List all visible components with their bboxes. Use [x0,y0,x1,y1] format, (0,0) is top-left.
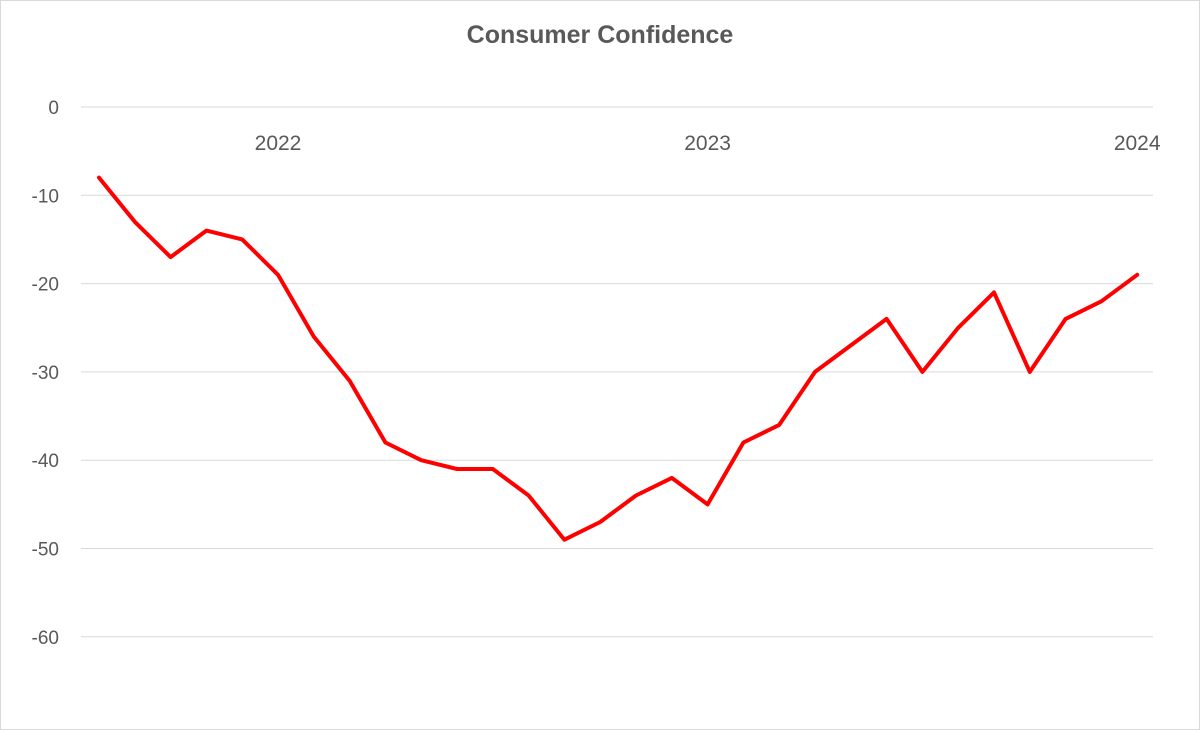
y-axis-tick-labels: 0 -10 -20 -30 -40 -50 -60 [32,98,59,649]
series-line [97,175,1140,542]
y-tick-label: -20 [32,275,59,296]
x-tick-label: 2024 [1114,132,1161,155]
y-tick-label: -40 [32,451,59,472]
y-tick-label: 0 [48,98,59,119]
x-axis-tick-labels: 2022 2023 2024 [255,132,1161,155]
x-tick-label: 2023 [684,132,731,155]
gridlines [81,106,1153,638]
y-tick-label: -50 [32,540,59,561]
y-tick-label: -10 [32,186,59,207]
x-tick-label: 2022 [255,132,302,155]
y-tick-label: -60 [32,628,59,649]
chart-title: Consumer Confidence [466,21,734,49]
y-tick-label: -30 [32,363,59,384]
series-confidence [97,175,1140,542]
